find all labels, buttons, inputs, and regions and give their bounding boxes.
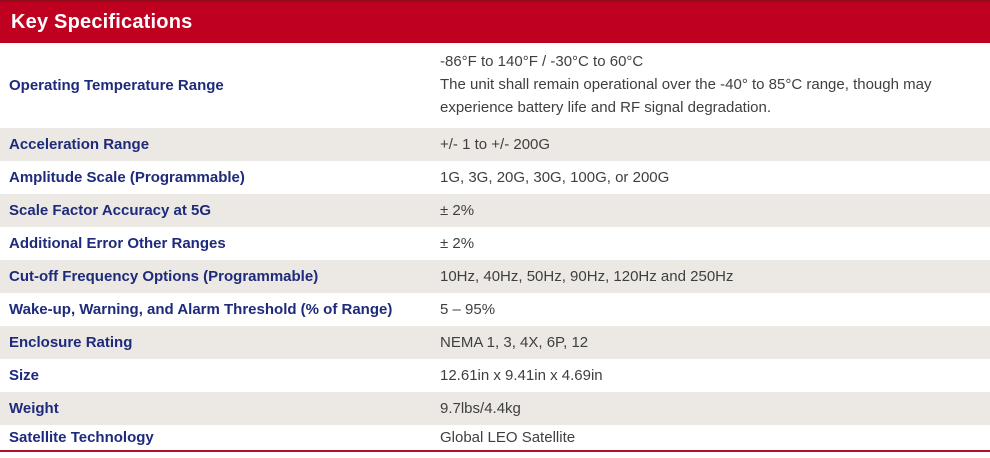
spec-value-cell: Global LEO Satellite — [440, 425, 990, 450]
spec-label: Acceleration Range — [9, 136, 150, 153]
spec-label-cell: Weight — [0, 392, 440, 425]
spec-value-line: NEMA 1, 3, 4X, 6P, 12 — [440, 333, 589, 351]
spec-label: Cut-off Frequency Options (Programmable) — [9, 268, 319, 285]
spec-value-cell: 5 – 95% — [440, 293, 990, 326]
spec-label: Operating Temperature Range — [9, 77, 224, 94]
spec-label-cell: Satellite Technology — [0, 425, 440, 450]
spec-value-cell: -86°F to 140°F / -30°C to 60°C The unit s… — [440, 43, 990, 128]
spec-value-line: 10Hz, 40Hz, 50Hz, 90Hz, 120Hz and 250Hz — [440, 267, 734, 285]
spec-label: Scale Factor Accuracy at 5G — [9, 202, 212, 219]
spec-label: Additional Error Other Ranges — [9, 235, 226, 252]
spec-row: Weight 9.7lbs/4.4kg — [0, 392, 990, 425]
spec-label: Wake-up, Warning, and Alarm Threshold (%… — [9, 301, 393, 318]
spec-value-line: ± 2% — [440, 234, 475, 252]
spec-label-cell: Size — [0, 359, 440, 392]
spec-row: Cut-off Frequency Options (Programmable)… — [0, 260, 990, 293]
spec-value-line: The unit shall remain operational over t… — [440, 76, 932, 116]
spec-value-cell: 1G, 3G, 20G, 30G, 100G, or 200G — [440, 161, 990, 194]
spec-value-line: ± 2% — [440, 201, 475, 219]
spec-row: Satellite Technology Global LEO Satellite — [0, 425, 990, 450]
spec-label-cell: Additional Error Other Ranges — [0, 227, 440, 260]
spec-row: Scale Factor Accuracy at 5G ± 2% — [0, 194, 990, 227]
spec-value-line: +/- 1 to +/- 200G — [440, 135, 551, 153]
spec-label-cell: Enclosure Rating — [0, 326, 440, 359]
bottom-gap — [0, 452, 990, 458]
spec-label: Size — [9, 367, 40, 384]
spec-row: Acceleration Range +/- 1 to +/- 200G — [0, 128, 990, 161]
spec-label: Weight — [9, 400, 59, 417]
spec-value-cell: 10Hz, 40Hz, 50Hz, 90Hz, 120Hz and 250Hz — [440, 260, 990, 293]
spec-value-cell: 12.61in x 9.41in x 4.69in — [440, 359, 990, 392]
spec-value-cell: 9.7lbs/4.4kg — [440, 392, 990, 425]
spec-label: Amplitude Scale (Programmable) — [9, 169, 245, 186]
spec-value-line: 12.61in x 9.41in x 4.69in — [440, 366, 603, 384]
page-title: Key Specifications — [11, 11, 193, 33]
spec-value-line: Global LEO Satellite — [440, 428, 576, 446]
spec-row: Size 12.61in x 9.41in x 4.69in — [0, 359, 990, 392]
spec-table: Operating Temperature Range -86°F to 140°… — [0, 43, 990, 450]
spec-value-cell: NEMA 1, 3, 4X, 6P, 12 — [440, 326, 990, 359]
spec-label: Satellite Technology — [9, 429, 154, 446]
spec-label-cell: Cut-off Frequency Options (Programmable) — [0, 260, 440, 293]
spec-value-cell: +/- 1 to +/- 200G — [440, 128, 990, 161]
spec-label-cell: Acceleration Range — [0, 128, 440, 161]
spec-value-line: 5 – 95% — [440, 300, 496, 318]
spec-row: Additional Error Other Ranges ± 2% — [0, 227, 990, 260]
spec-value-line: 1G, 3G, 20G, 30G, 100G, or 200G — [440, 168, 670, 186]
spec-row: Enclosure Rating NEMA 1, 3, 4X, 6P, 12 — [0, 326, 990, 359]
spec-value-line: -86°F to 140°F / -30°C to 60°C — [440, 53, 644, 70]
spec-value-cell: ± 2% — [440, 227, 990, 260]
spec-value-line: 9.7lbs/4.4kg — [440, 399, 521, 417]
spec-row: Amplitude Scale (Programmable) 1G, 3G, 20… — [0, 161, 990, 194]
spec-label-cell: Wake-up, Warning, and Alarm Threshold (%… — [0, 293, 440, 326]
spec-row: Wake-up, Warning, and Alarm Threshold (%… — [0, 293, 990, 326]
spec-label-cell: Scale Factor Accuracy at 5G — [0, 194, 440, 227]
spec-label: Enclosure Rating — [9, 334, 133, 351]
bottom-rule — [0, 450, 990, 452]
spec-row: Operating Temperature Range -86°F to 140°… — [0, 43, 990, 128]
key-specifications-header: Key Specifications — [0, 0, 990, 43]
spec-label-cell: Amplitude Scale (Programmable) — [0, 161, 440, 194]
spec-label-cell: Operating Temperature Range — [0, 43, 440, 128]
spec-value-cell: ± 2% — [440, 194, 990, 227]
